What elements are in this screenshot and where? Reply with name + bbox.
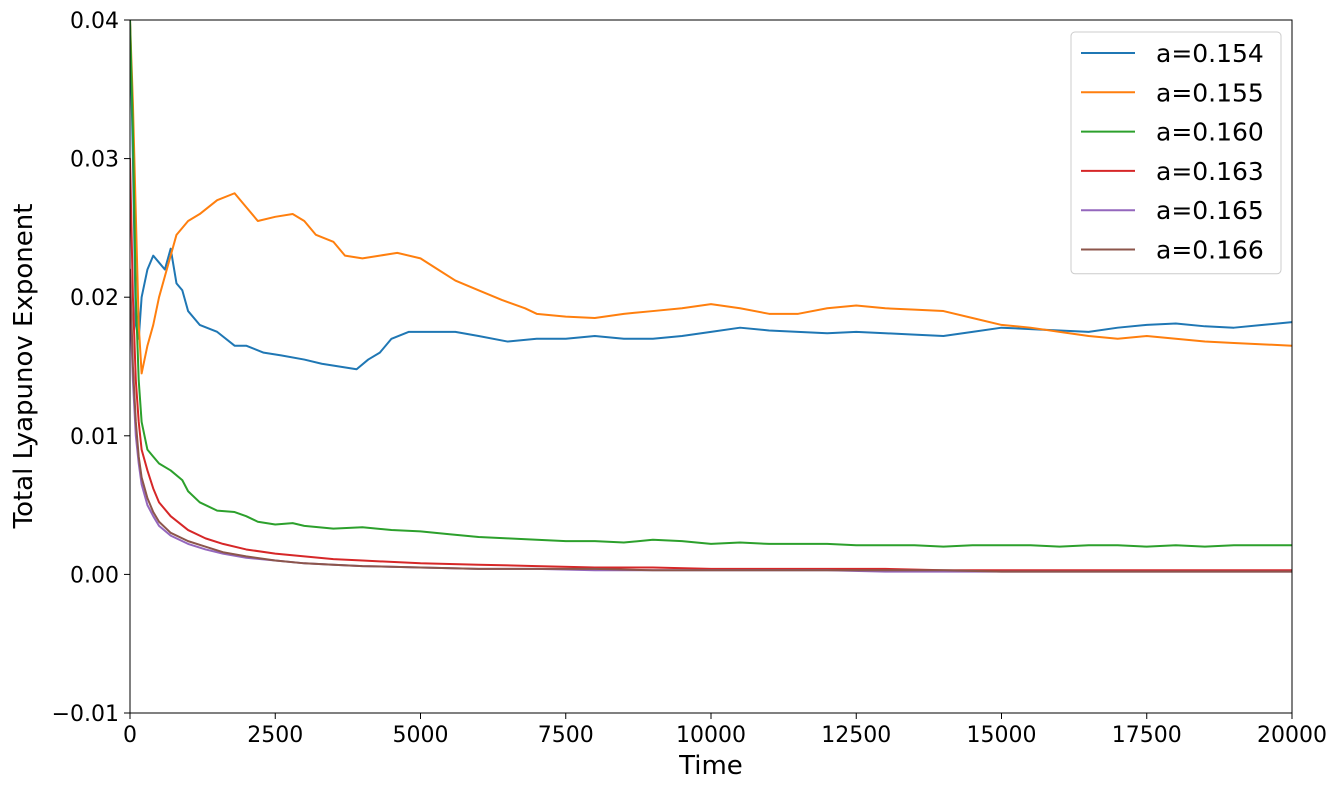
legend-label: a=0.163	[1156, 157, 1264, 186]
x-tick-label: 0	[123, 723, 137, 748]
x-tick-label: 2500	[247, 723, 303, 748]
y-tick-label: −0.01	[52, 702, 119, 727]
x-axis: 0 2500 5000 7500 10000 12500 15000 17500 20000	[123, 713, 1327, 748]
legend-label: a=0.166	[1156, 236, 1264, 265]
y-tick-label: 0.02	[70, 286, 119, 311]
x-tick-label: 12500	[821, 723, 891, 748]
series-line-a-0-166	[130, 268, 1292, 573]
legend-label: a=0.154	[1156, 39, 1264, 68]
y-axis-label: Total Lyapunov Exponent	[9, 204, 39, 530]
x-tick-label: 10000	[676, 723, 746, 748]
legend-label: a=0.160	[1156, 118, 1264, 147]
x-tick-label: 5000	[393, 723, 449, 748]
x-tick-label: 7500	[538, 723, 594, 748]
series-line-a-0-155	[130, 20, 1292, 375]
y-tick-label: 0.01	[70, 425, 119, 450]
series-layer	[130, 20, 1292, 573]
y-tick-label: 0.00	[70, 563, 119, 588]
x-tick-label: 15000	[967, 723, 1037, 748]
y-tick-label: 0.03	[70, 148, 119, 173]
legend: a=0.154 a=0.155 a=0.160 a=0.163 a=0.165 a=0.1…	[1070, 31, 1282, 275]
y-axis: −0.01 0.00 0.01 0.02 0.03 0.04	[52, 9, 130, 727]
legend-label: a=0.165	[1156, 196, 1264, 225]
legend-label: a=0.155	[1156, 78, 1264, 107]
x-tick-label: 17500	[1112, 723, 1182, 748]
x-axis-label: Time	[678, 751, 743, 781]
y-tick-label: 0.04	[70, 9, 119, 34]
series-line-a-0-154	[130, 20, 1292, 371]
x-tick-label: 20000	[1257, 723, 1327, 748]
series-line-a-0-160	[130, 20, 1292, 548]
